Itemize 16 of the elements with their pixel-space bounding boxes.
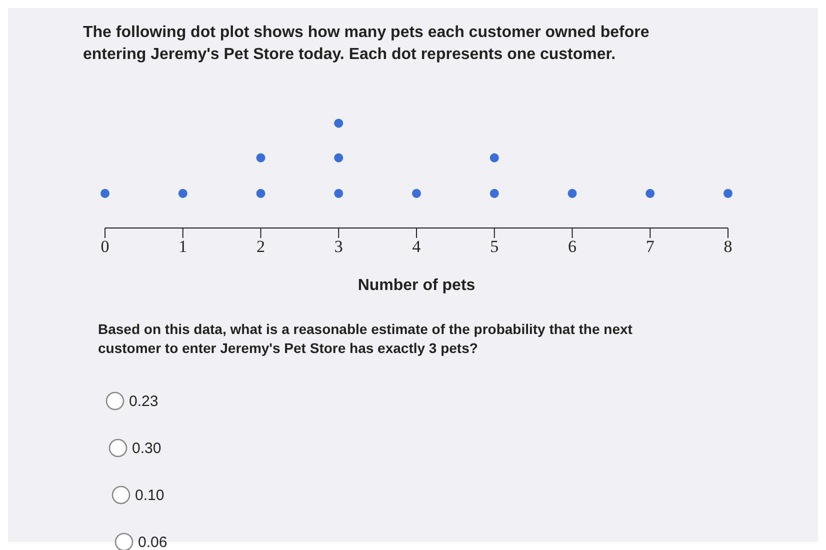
text: 0.30 [132,440,162,456]
x-tick-label: 5 [490,237,499,256]
x-tick-label: 3 [334,237,343,256]
x-tick-label: 8 [724,237,732,256]
x-tick-label: 0 [100,237,110,256]
text: 0.23 [129,392,158,410]
x-tick-label: 1 [178,237,188,256]
x-tick-label: 6 [568,237,576,256]
text: Based on this data, what is a reasonable estimate of the probability that the next customer to enter Jeremy's Pet Store has exactly 3 pets? [98,320,634,358]
chart-title: The following dot plot shows how many pets each customer owned before entering Jeremy's Pet Store today. Each dot represents one customer. [83,23,650,65]
x-tick-label: 2 [256,237,265,256]
x-tick-label: 4 [412,237,422,256]
x-tick-label: 7 [646,237,655,256]
x-axis-title: Number of pets [358,277,476,294]
text: 0.06 [138,534,168,550]
text: 0.10 [135,486,164,504]
